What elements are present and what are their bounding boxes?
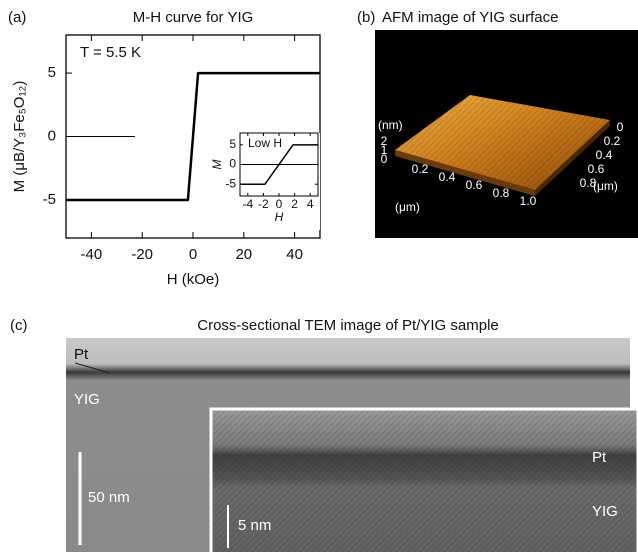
afm-edge bbox=[535, 120, 610, 196]
y-tick-label: 0 bbox=[48, 127, 56, 144]
y-tick-label: 0.2 bbox=[604, 134, 621, 148]
x-unit: (μm) bbox=[395, 200, 420, 214]
afm-texture bbox=[395, 95, 610, 190]
x-tick-label: 1.0 bbox=[520, 194, 537, 208]
panel-label: (a) bbox=[8, 9, 26, 26]
panel-label: (b) bbox=[357, 9, 375, 26]
x-tick-label: 2 bbox=[291, 197, 298, 211]
tem-title: Cross-sectional TEM image of Pt/YIG samp… bbox=[197, 317, 499, 334]
yig-label: YIG bbox=[74, 391, 100, 408]
y-tick-label: 0.6 bbox=[588, 162, 605, 176]
z-tick-label: 0 bbox=[381, 152, 388, 166]
pt-label: Pt bbox=[74, 346, 89, 363]
y-tick-label: 5 bbox=[48, 64, 56, 81]
x-tick-label: 0.8 bbox=[493, 186, 510, 200]
curve bbox=[66, 71, 320, 202]
pointer bbox=[74, 362, 111, 374]
x-axis-label: H bbox=[275, 210, 284, 224]
y-tick-label: 0.8 bbox=[580, 176, 597, 190]
y-axis-label: M bbox=[210, 160, 224, 170]
x-tick-label: -2 bbox=[258, 197, 269, 211]
inset-background bbox=[205, 133, 320, 230]
inset-scale-label: 5 nm bbox=[238, 517, 271, 534]
x-tick-label: 4 bbox=[307, 197, 314, 211]
x-tick-label: 0 bbox=[276, 197, 283, 211]
y-tick-label: 5 bbox=[229, 137, 236, 151]
annotation: T = 5.5 K bbox=[80, 44, 141, 61]
afm-title: AFM image of YIG surface bbox=[382, 9, 558, 26]
x-tick-label: 0.4 bbox=[439, 170, 456, 184]
x-tick-label: 0 bbox=[189, 246, 197, 263]
y-tick-label: -5 bbox=[225, 176, 236, 190]
y-axis-label: M (μB/Y₃Fe₅O₁₂) bbox=[11, 81, 28, 193]
y-tick-label: 0 bbox=[617, 120, 624, 134]
inset-title: Low H bbox=[248, 136, 282, 150]
z-tick-label: 2 bbox=[381, 134, 388, 148]
z-tick-label: 1 bbox=[381, 143, 388, 157]
x-tick-label: -40 bbox=[81, 246, 103, 263]
inset-yig-label: YIG bbox=[592, 503, 618, 520]
chart-title: M-H curve for YIG bbox=[133, 9, 254, 26]
x-tick-label: -4 bbox=[242, 197, 253, 211]
x-tick-label: 20 bbox=[235, 246, 252, 263]
tem-inset-texture bbox=[213, 411, 636, 552]
panel-label: (c) bbox=[10, 317, 28, 334]
y-tick-label: 0.4 bbox=[596, 148, 613, 162]
x-tick-label: 40 bbox=[286, 246, 303, 263]
x-axis-label: H (kOe) bbox=[167, 271, 220, 288]
x-tick-label: 0.2 bbox=[412, 162, 429, 176]
x-tick-label: -20 bbox=[131, 246, 153, 263]
y-tick-label: 0 bbox=[229, 157, 236, 171]
y-unit: (μm) bbox=[593, 179, 618, 193]
scale-label: 50 nm bbox=[88, 489, 130, 506]
afm-edge bbox=[395, 150, 535, 196]
x-tick-label: 0.6 bbox=[466, 178, 483, 192]
inset-pt-label: Pt bbox=[592, 449, 607, 466]
y-tick-label: -5 bbox=[43, 191, 56, 208]
z-unit: (nm) bbox=[378, 118, 403, 132]
curve bbox=[240, 144, 318, 185]
